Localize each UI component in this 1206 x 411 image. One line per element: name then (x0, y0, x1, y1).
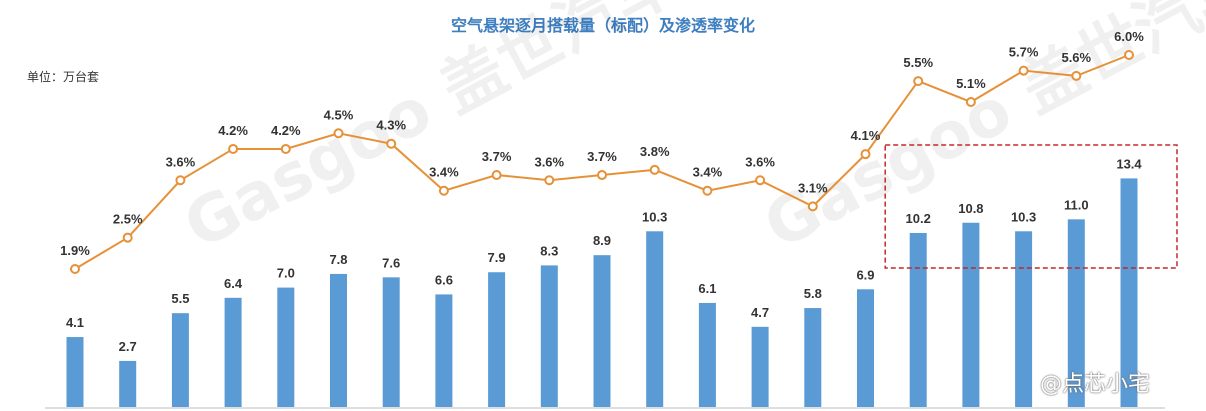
bar-12 (698, 302, 716, 407)
bar-label-18: 10.3 (1011, 209, 1036, 224)
line-label-6: 4.3% (376, 118, 406, 133)
line-label-9: 3.6% (534, 154, 564, 169)
line-point-9 (544, 175, 555, 186)
line-label-3: 4.2% (218, 123, 248, 138)
bar-13 (751, 326, 769, 407)
bar-label-6: 7.6 (382, 255, 400, 270)
bar-16 (909, 232, 927, 407)
line-point-16 (913, 76, 924, 87)
bar-label-14: 5.8 (804, 286, 822, 301)
bar-17 (962, 222, 980, 407)
line-label-12: 3.4% (693, 165, 723, 180)
line-label-0: 1.9% (60, 243, 90, 258)
line-point-4 (280, 143, 291, 154)
bar-3 (224, 297, 242, 407)
bar-20 (1120, 178, 1138, 407)
bar-label-11: 10.3 (642, 209, 667, 224)
line-label-5: 4.5% (324, 107, 354, 122)
line-label-14: 3.1% (798, 180, 828, 195)
bar-label-9: 8.3 (540, 243, 558, 258)
highlight-box (884, 144, 1178, 269)
bar-label-10: 8.9 (593, 233, 611, 248)
bar-8 (488, 272, 506, 407)
line-point-10 (597, 170, 607, 181)
line-point-15 (860, 149, 871, 160)
bar-7 (435, 294, 453, 407)
line-point-19 (1071, 70, 1082, 81)
line-point-12 (702, 185, 713, 196)
line-label-19: 5.6% (1061, 50, 1091, 65)
bar-label-8: 7.9 (488, 250, 506, 265)
line-point-0 (70, 264, 80, 274)
bar-label-0: 4.1 (66, 315, 84, 330)
bar-14 (804, 308, 822, 407)
bar-label-2: 5.5 (171, 291, 189, 306)
line-point-20 (1124, 50, 1134, 60)
bar-label-16: 10.2 (906, 211, 931, 226)
line-label-2: 3.6% (166, 154, 196, 169)
line-point-13 (755, 175, 766, 186)
line-point-17 (965, 96, 976, 107)
bar-label-5: 7.8 (329, 252, 347, 267)
bar-label-12: 6.1 (698, 281, 716, 296)
bar-label-3: 6.4 (224, 276, 243, 291)
unit-label: 单位：万台套 (27, 70, 100, 84)
bar-9 (540, 265, 558, 407)
line-point-18 (1018, 65, 1029, 76)
line-point-5 (333, 128, 344, 139)
line-point-2 (175, 175, 186, 186)
bar-0 (66, 337, 84, 407)
bar-label-17: 10.8 (958, 201, 983, 216)
bar-11 (646, 231, 664, 407)
line-point-6 (386, 138, 397, 149)
bar-5 (330, 273, 347, 407)
chart-title: 空气悬架逐月搭载量（标配）及渗透率变化 (450, 16, 755, 35)
bar-15 (857, 289, 874, 407)
bar-2 (171, 313, 189, 407)
bar-label-7: 6.6 (435, 272, 453, 287)
line-point-14 (807, 201, 818, 212)
line-point-11 (649, 164, 660, 175)
bar-label-15: 6.9 (856, 267, 874, 282)
bar-1 (119, 360, 137, 407)
line-label-11: 3.8% (640, 144, 670, 159)
line-label-15: 4.1% (851, 128, 881, 143)
bar-label-1: 2.7 (119, 339, 137, 354)
line-point-3 (228, 143, 239, 154)
line-point-1 (122, 232, 133, 243)
line-label-10: 3.7% (587, 149, 617, 164)
line-label-8: 3.7% (482, 149, 512, 164)
line-label-16: 5.5% (903, 55, 933, 70)
line-label-18: 5.7% (1009, 45, 1039, 60)
line-label-7: 3.4% (429, 165, 459, 180)
line-label-1: 2.5% (113, 212, 143, 227)
bar-label-13: 4.7 (751, 305, 769, 320)
bar-18 (1015, 231, 1033, 407)
weibo-handle: @点芯小宅 (1040, 372, 1151, 397)
line-label-13: 3.6% (745, 154, 775, 169)
bar-6 (382, 277, 400, 407)
bar-label-19: 11.0 (1064, 197, 1089, 212)
line-label-20: 6.0% (1114, 29, 1144, 44)
bar-10 (593, 255, 611, 407)
line-label-17: 5.1% (956, 76, 986, 91)
bar-label-4: 7.0 (277, 266, 295, 281)
line-point-7 (438, 185, 449, 196)
line-label-4: 4.2% (271, 123, 301, 138)
line-point-8 (491, 170, 502, 181)
bar-4 (277, 287, 295, 407)
bar-label-20: 13.4 (1116, 156, 1142, 171)
bar-19 (1067, 219, 1085, 407)
